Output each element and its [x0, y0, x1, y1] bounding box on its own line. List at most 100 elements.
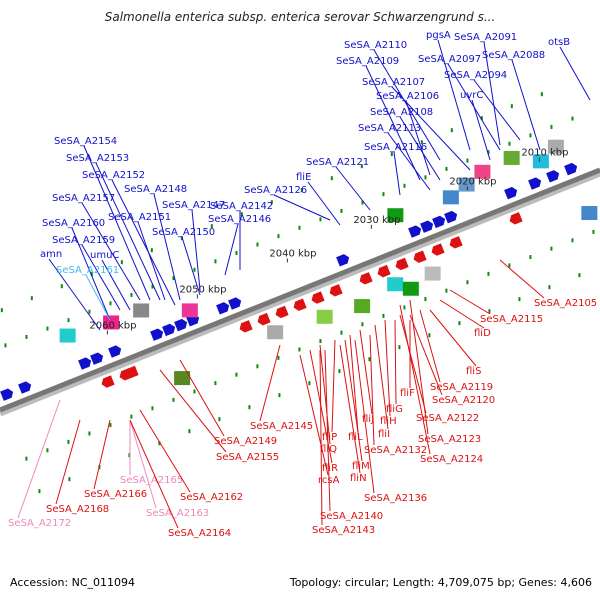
gc-dot — [128, 453, 131, 458]
gc-dot — [214, 259, 217, 264]
gc-dot — [458, 321, 461, 326]
reverse-gene-arrow — [311, 291, 325, 304]
feature-block — [503, 150, 520, 165]
forward-gene-label: SeSA_A2108 — [370, 107, 433, 118]
gc-dot — [592, 229, 595, 234]
reverse-label-leader — [359, 329, 373, 415]
feature-block — [387, 208, 404, 223]
feature-block — [402, 281, 419, 296]
gc-dot — [90, 272, 93, 277]
gc-dot — [319, 339, 322, 344]
reverse-gene-label: SeSA_A2162 — [180, 492, 243, 503]
reverse-gene-arrow — [377, 264, 391, 278]
gc-dot — [529, 133, 532, 138]
forward-gene-label: SeSA_A2160 — [42, 218, 105, 229]
forward-gene-label: SeSA_A2157 — [52, 193, 115, 204]
forward-gene-arrow — [216, 302, 230, 315]
forward-gene-arrow — [0, 388, 14, 401]
gc-dot — [578, 273, 581, 278]
feature-block — [181, 303, 198, 318]
forward-gene-label: SeSA_A2110 — [344, 40, 407, 51]
reverse-gene-label: SeSA_A2155 — [216, 452, 279, 463]
gc-dot — [193, 389, 196, 394]
reverse-label-leader — [344, 339, 363, 462]
reverse-label-leader — [499, 259, 545, 299]
gc-dot — [398, 345, 401, 350]
gc-dot — [150, 248, 153, 253]
forward-gene-label: SeSA_A2153 — [66, 153, 129, 164]
tick-label: 2030 kbp — [353, 215, 400, 226]
forward-label-leader — [224, 223, 239, 276]
feature-block — [354, 299, 371, 314]
forward-gene-label: pgsA — [426, 30, 451, 41]
forward-gene-arrow — [528, 177, 542, 190]
gc-dot — [298, 347, 301, 352]
gc-dot — [0, 308, 3, 313]
forward-gene-label: SeSA_A2097 — [418, 54, 481, 65]
tick-label: 2020 kbp — [449, 176, 496, 187]
reverse-gene-label: SeSA_A2163 — [146, 508, 209, 519]
gc-dot — [172, 397, 175, 402]
reverse-label-leader — [409, 314, 443, 396]
reverse-gene-label: SeSA_A2164 — [168, 528, 231, 539]
reverse-gene-arrow — [257, 312, 271, 326]
forward-gene-label: SeSA_A2121 — [306, 157, 369, 168]
forward-label-leader — [483, 41, 501, 146]
forward-label-leader — [191, 209, 201, 291]
reverse-label-leader — [429, 309, 477, 367]
gc-dot — [420, 140, 423, 145]
reverse-gene-label: SeSA_A2136 — [364, 493, 427, 504]
forward-label-leader — [95, 162, 161, 301]
forward-gene-label: SeSA_A2088 — [482, 50, 545, 61]
reverse-gene-label: SeSA_A2140 — [320, 511, 383, 522]
gc-dot — [330, 176, 333, 181]
reverse-label-leader — [419, 309, 441, 383]
reverse-gene-arrow — [413, 250, 427, 263]
gc-dot — [529, 255, 532, 260]
genome-backbone — [0, 167, 600, 413]
reverse-gene-label: SeSA_A2165 — [120, 475, 183, 486]
forward-gene-label: SeSA_A2152 — [82, 170, 145, 181]
reverse-gene-arrow — [293, 298, 307, 311]
gc-dot — [270, 200, 273, 205]
forward-gene-label: SeSA_A2113 — [358, 123, 421, 134]
forward-label-leader — [153, 193, 181, 301]
gc-dot — [510, 104, 513, 109]
gc-dot — [319, 217, 322, 222]
reverse-gene-arrow — [359, 272, 373, 285]
gc-dot — [382, 313, 385, 318]
reverse-label-leader — [384, 319, 391, 417]
gc-dot — [68, 477, 71, 482]
gc-dot — [158, 441, 161, 446]
reverse-gene-arrow — [509, 212, 523, 225]
feature-block — [174, 371, 191, 386]
gc-dot — [428, 333, 431, 338]
forward-gene-arrow — [420, 220, 434, 233]
reverse-label-leader — [93, 419, 111, 490]
reverse-gene-label: fliG — [386, 404, 403, 415]
forward-gene-arrow — [546, 170, 560, 183]
forward-label-leader — [181, 236, 201, 296]
reverse-label-leader — [349, 334, 359, 433]
gc-dot — [480, 116, 483, 121]
gc-dot — [88, 431, 91, 436]
gc-dot — [540, 92, 543, 97]
gc-dot — [382, 192, 385, 197]
forward-gene-arrow — [564, 162, 578, 176]
forward-label-leader — [437, 39, 471, 151]
feature-block — [387, 277, 404, 292]
forward-gene-arrow — [150, 328, 164, 341]
gc-dot — [445, 166, 448, 171]
forward-label-leader — [365, 65, 421, 181]
forward-label-leader — [71, 227, 111, 321]
forward-gene-label: umuC — [90, 250, 119, 261]
forward-gene-label: SeSA_A2159 — [52, 235, 115, 246]
reverse-gene-label: fliL — [348, 432, 363, 443]
gc-dot — [67, 439, 70, 444]
gc-dot — [109, 423, 112, 428]
gc-dot — [151, 284, 154, 289]
gc-dot — [571, 116, 574, 121]
reverse-gene-arrow — [329, 284, 343, 297]
forward-gene-label: SeSA_A2107 — [362, 77, 425, 88]
forward-gene-arrow — [432, 215, 446, 229]
